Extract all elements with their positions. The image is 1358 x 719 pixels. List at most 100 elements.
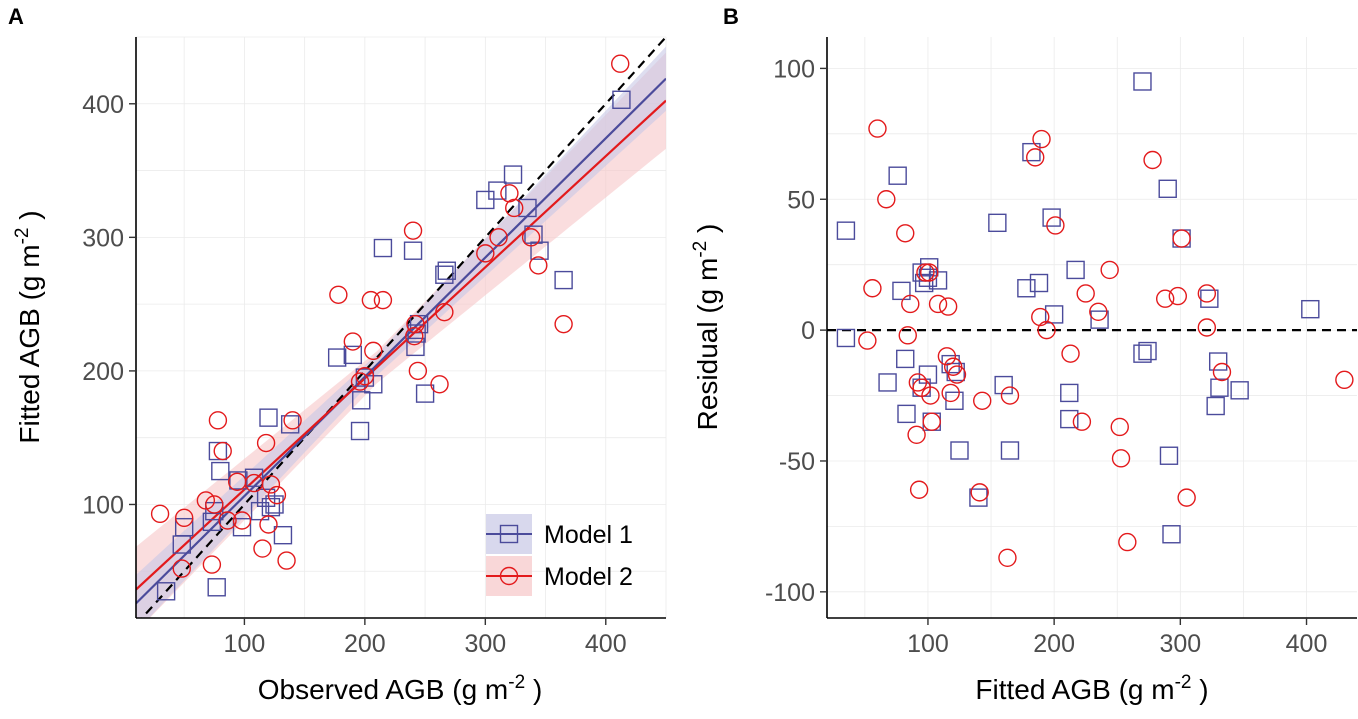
model-2-point [253,539,272,558]
model-2-point [858,331,877,350]
data-points [150,54,631,601]
model-1-point [1138,341,1157,361]
model-1-point [530,241,549,260]
model-2-point [361,290,381,310]
model-2-point [998,548,1017,568]
model-2-point [920,263,939,282]
model-1-point [327,348,347,367]
model-1-point [1208,352,1228,371]
model-2-point [489,228,508,247]
model-2-point [172,559,191,578]
model-1-point [836,221,856,240]
model-2-point [909,480,929,499]
model-1-point [1159,446,1179,465]
model-2-point [1032,129,1051,149]
model-2-point [1111,449,1131,468]
model-2-point [1076,284,1095,303]
model-1-point [896,349,915,369]
model-1-point [343,345,363,365]
model-1-point [406,337,425,357]
model-2-point [937,347,957,366]
model-1-point [1206,396,1225,416]
model-1-point [250,501,270,521]
x-axis-title: Observed AGB (g m-2 ) [258,672,543,705]
y-tick-label: 300 [82,224,124,252]
y-axis-ticks: -100 -50 0 50 100 [765,55,827,607]
model-1-point [1162,525,1181,544]
model-2-point [970,483,989,502]
grid-lines [827,37,1357,618]
model-1-point [437,261,456,280]
model-2-point [521,228,541,247]
model-2-point [430,375,449,394]
regression-lines [136,77,666,605]
model-2-point [256,433,276,453]
model-2-point [1197,318,1217,337]
model-1-point [1090,310,1109,329]
x-axis-ticks: 100 200 300 400 [907,618,1327,658]
model-2-point [921,386,940,405]
model-2-point [329,285,348,304]
model-1-point [1301,299,1320,319]
model-1-point [229,471,248,490]
model-2-point [1000,386,1020,405]
model-2-point [343,332,363,351]
model-2-point [1072,412,1092,431]
model-2-point [355,367,375,386]
model-2-point [364,341,383,361]
model-1-point [836,328,856,348]
model-2-point [406,314,425,334]
model-2-point [1031,307,1050,327]
model-1-point [1017,279,1036,298]
model-1-point [280,415,300,434]
model-2-point [435,302,454,322]
model-1-point [409,314,429,334]
model-2-point [901,294,920,314]
legend-label: Model 2 [544,563,633,591]
y-tick-label: 400 [82,91,124,119]
model-2-point [283,411,302,430]
model-2-point [350,372,370,391]
panel-label-a: A [8,4,24,29]
model-1-point [988,213,1007,233]
model-1-point [1022,142,1041,162]
y-tick-label: 100 [773,55,815,83]
model-2-point [868,119,887,138]
model-2-point [1168,286,1188,306]
model-2-point [1143,150,1162,170]
model-1-point [914,273,934,293]
x-axis-ticks: 100 200 300 400 [224,618,627,658]
model-1-point [352,391,371,410]
model-2-point [908,373,928,392]
legend-marker [499,566,519,586]
legend-key-1: Model 1 [486,514,633,554]
model-1-point [244,468,264,487]
model-1-point [524,225,543,244]
model-1-point [208,441,228,461]
model-1-point [403,241,423,260]
legend-marker [499,524,519,544]
x-tick-label: 100 [224,630,266,658]
panel-a-observed-vs-fitted: A 100 200 300 400 100 200 300 400 Observed AGB… [8,4,667,705]
model-2-point [947,365,967,384]
model-2-point [408,361,428,381]
model-2-point [174,508,194,528]
model-2-point [277,551,296,570]
model-2-point [267,485,287,505]
model-2-point [205,495,224,514]
y-tick-label: 100 [82,491,124,519]
data-points [836,72,1354,568]
legend-key-2: Model 2 [486,556,633,596]
model-2-point [907,425,926,445]
model-2-point [938,297,958,316]
model-1-point [1029,273,1049,293]
model-1-point [994,375,1013,395]
model-2-point [529,256,548,275]
model-2-point [202,555,222,574]
model-1-point [259,408,278,427]
model-2-point [213,441,232,461]
model-1-point [488,181,507,200]
model-1-point [1230,381,1249,400]
model-2-point [208,411,228,430]
model-1-point [518,198,537,218]
